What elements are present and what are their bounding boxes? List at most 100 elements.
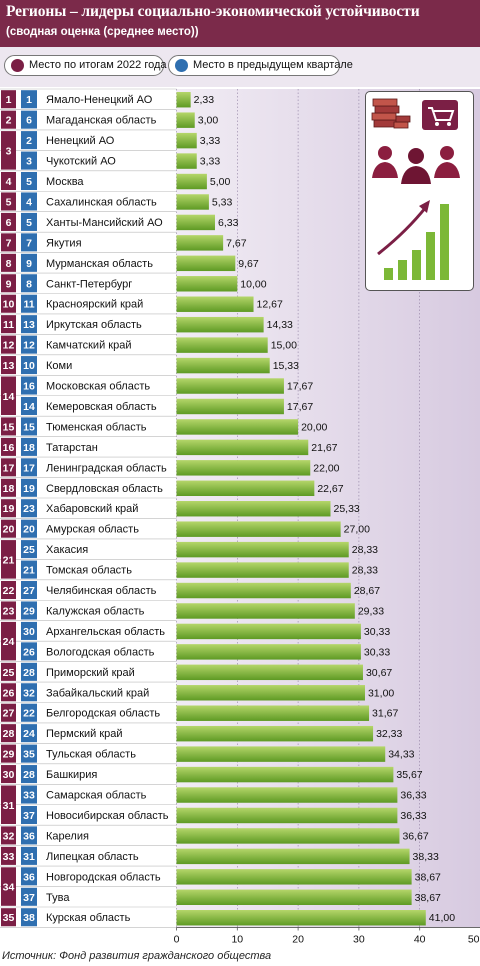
current-rank-box [1, 172, 16, 191]
region-label: Белгородская область [46, 708, 160, 720]
previous-rank-box [21, 499, 37, 518]
previous-rank-label: 9 [26, 258, 32, 270]
current-rank-box [1, 253, 16, 272]
region-label: Хакасия [46, 544, 88, 556]
current-rank-box [1, 540, 16, 579]
current-rank-box [1, 826, 16, 845]
previous-rank-box [21, 356, 37, 375]
source-note: Источник: Фонд развития гражданского общ… [2, 950, 272, 962]
previous-rank-box [21, 274, 37, 293]
previous-rank-box [21, 335, 37, 354]
region-label: Новгородская область [46, 871, 161, 883]
bar [176, 235, 224, 251]
previous-rank-label: 24 [23, 728, 35, 740]
value-label: 38,67 [415, 892, 441, 904]
bar [176, 480, 315, 496]
current-rank-label: 1 [6, 94, 12, 106]
bar [176, 460, 311, 476]
current-rank-label: 23 [3, 605, 15, 617]
value-label: 10,00 [240, 278, 266, 290]
previous-rank-box [21, 724, 37, 743]
region-label: Сахалинская область [46, 196, 157, 208]
value-label: 22,67 [317, 483, 343, 495]
region-label: Хабаровский край [46, 503, 138, 515]
previous-rank-label: 19 [23, 483, 35, 495]
region-label: Карелия [46, 830, 89, 842]
x-tick-label: 30 [353, 933, 365, 945]
previous-rank-label: 5 [26, 176, 32, 188]
previous-rank-label: 8 [26, 278, 32, 290]
current-rank-box [1, 212, 16, 231]
previous-rank-box [21, 315, 37, 334]
region-label: Новосибирская область [46, 810, 169, 822]
current-rank-box [1, 846, 16, 865]
current-rank-box [1, 233, 16, 252]
current-rank-box [1, 581, 16, 600]
bar [176, 92, 191, 108]
bar [176, 541, 349, 558]
value-label: 35,67 [396, 769, 422, 781]
previous-rank-label: 37 [23, 810, 35, 822]
bar [176, 644, 361, 660]
current-rank-box [1, 601, 16, 620]
value-label: 38,67 [415, 871, 441, 883]
current-rank-label: 16 [3, 442, 15, 454]
current-rank-label: 26 [3, 687, 15, 699]
current-rank-box [1, 519, 16, 538]
bar [176, 173, 207, 190]
previous-rank-label: 28 [23, 667, 35, 679]
value-label: 38,33 [413, 851, 439, 863]
previous-rank-box [21, 90, 37, 109]
value-label: 14,33 [267, 319, 293, 331]
previous-rank-box [21, 683, 37, 702]
previous-rank-label: 6 [26, 115, 32, 127]
value-label: 15,33 [273, 360, 299, 372]
bar [176, 685, 365, 701]
previous-rank-label: 28 [23, 769, 35, 781]
current-rank-box [1, 478, 16, 497]
current-rank-label: 5 [6, 196, 12, 208]
value-label: 28,67 [354, 585, 380, 597]
current-rank-label: 33 [3, 851, 15, 863]
current-rank-label: 22 [3, 585, 15, 597]
current-rank-label: 17 [3, 462, 15, 474]
bar [176, 848, 410, 865]
previous-rank-label: 13 [23, 319, 35, 331]
current-rank-box [1, 192, 16, 211]
previous-rank-label: 32 [23, 687, 35, 699]
region-label: Калужская область [46, 605, 145, 617]
previous-rank-box [21, 581, 37, 600]
bar [176, 766, 394, 783]
previous-rank-label: 12 [23, 340, 35, 352]
current-rank-label: 14 [3, 391, 15, 403]
previous-rank-box [21, 131, 37, 150]
value-label: 31,67 [372, 708, 398, 720]
previous-rank-box [21, 662, 37, 681]
current-rank-label: 11 [3, 319, 14, 331]
value-label: 36,33 [400, 790, 426, 802]
previous-rank-box [21, 151, 37, 170]
bar [176, 562, 349, 578]
previous-rank-label: 37 [23, 892, 35, 904]
current-rank-label: 35 [3, 912, 15, 924]
region-label: Пермский край [46, 728, 123, 740]
current-rank-box [1, 621, 16, 661]
value-label: 29,33 [358, 605, 384, 617]
bar [176, 807, 398, 824]
current-rank-label: 20 [3, 524, 15, 536]
previous-rank-label: 29 [23, 605, 35, 617]
value-label: 31,00 [368, 687, 394, 699]
current-rank-box [1, 499, 16, 518]
value-label: 21,67 [311, 442, 337, 454]
region-label: Вологодская область [46, 646, 155, 658]
current-rank-box [1, 683, 16, 702]
value-label: 5,33 [212, 196, 233, 208]
region-label: Москва [46, 176, 84, 188]
value-label: 30,33 [364, 646, 390, 658]
value-label: 6,33 [218, 217, 239, 229]
previous-rank-box [21, 253, 37, 272]
shopping-cart-icon [422, 100, 458, 130]
previous-rank-box [21, 417, 37, 436]
region-label: Якутия [46, 237, 82, 249]
